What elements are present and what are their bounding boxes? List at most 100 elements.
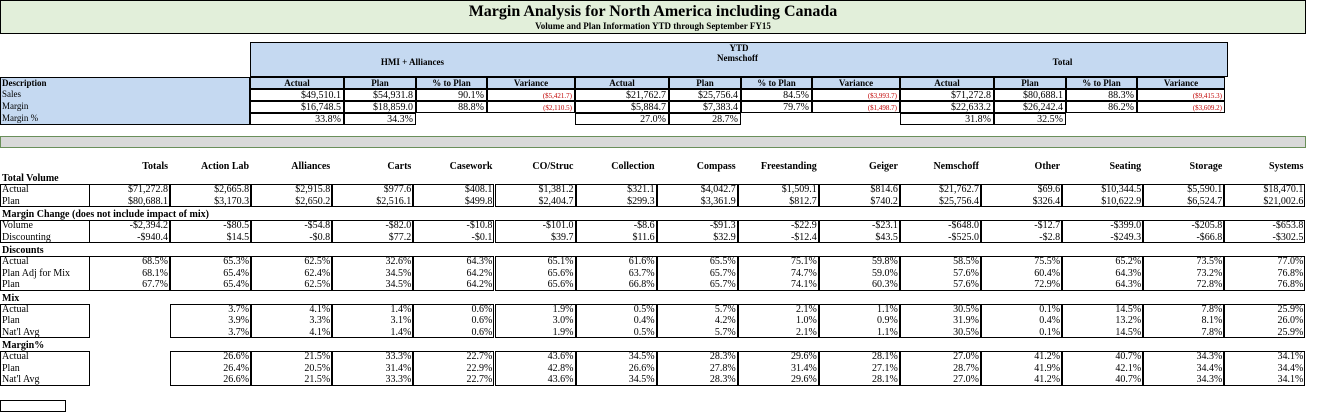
section-box: [332, 351, 414, 386]
detail-cell: 14.5%: [1115, 326, 1142, 338]
detail-cell: 3.1%: [390, 315, 412, 326]
detail-cell: 0.6%: [471, 303, 493, 315]
section-box: [737, 220, 819, 243]
section-box: [1062, 351, 1144, 386]
detail-cell: -$82.0: [385, 220, 412, 231]
detail-cell: 62.5%: [304, 279, 331, 290]
summary-cell: ($9,415.3): [1137, 89, 1225, 101]
detail-cell: $1,509.1: [781, 184, 817, 195]
detail-cell: 34.5%: [628, 374, 655, 385]
section-box: [170, 220, 252, 243]
detail-cell: -$0.8: [309, 231, 331, 243]
detail-cell: -$101.0: [542, 220, 574, 231]
detail-cell: 72.8%: [1196, 279, 1223, 290]
empty-cell: [0, 400, 66, 412]
row-label: Margin: [2, 101, 29, 111]
summary-cell: [741, 113, 812, 125]
detail-cell: 64.3%: [1115, 267, 1142, 279]
detail-cell: 74.7%: [790, 267, 817, 279]
detail-cell: $321.1: [627, 184, 655, 195]
detail-cell: 58.5%: [953, 256, 979, 267]
detail-cell: 41.2%: [1034, 351, 1061, 362]
detail-cell: $25,756.4: [939, 195, 979, 207]
detail-cell: 0.1%: [1039, 326, 1061, 338]
column-header: % to Plan: [416, 77, 487, 89]
summary-cell: $5,884.7: [575, 101, 669, 113]
section-box: [575, 184, 657, 207]
section-box: [170, 351, 252, 386]
group-header: HMI + Alliances: [380, 57, 445, 67]
detail-cell: 0.9%: [877, 315, 898, 326]
detail-cell: $11.6: [632, 231, 655, 243]
row-label: Actual: [2, 351, 29, 362]
detail-cell: 65.7%: [709, 279, 736, 290]
detail-cell: 34.4%: [1196, 362, 1223, 374]
detail-cell: $2,665.8: [214, 184, 250, 195]
detail-cell: 64.3%: [1115, 279, 1142, 290]
detail-cell: 64.3%: [466, 256, 493, 267]
detail-cell: 62.4%: [304, 267, 331, 279]
detail-cell: $408.1: [464, 184, 493, 195]
summary-cell: 27.0%: [575, 113, 669, 125]
detail-cell: 42.1%: [1115, 362, 1142, 374]
detail-cell: 74.1%: [790, 279, 817, 290]
detail-cell: 65.4%: [223, 267, 250, 279]
detail-cell: 0.5%: [633, 303, 655, 315]
section-box: [981, 220, 1063, 243]
section-box: [1224, 220, 1306, 243]
summary-cell: $21,762.7: [575, 89, 669, 101]
detail-cell: 34.1%: [1277, 374, 1304, 385]
detail-cell: -$302.5: [1272, 231, 1304, 243]
section-box: [981, 303, 1063, 338]
detail-cell: 41.9%: [1034, 362, 1061, 374]
description-header-box: [0, 77, 250, 125]
section-box: [332, 184, 414, 207]
section-box: [900, 220, 981, 243]
detail-cell: -$10.8: [466, 220, 493, 231]
column-header: Collection: [611, 161, 655, 172]
section-label-box: [0, 303, 90, 338]
detail-cell: 0.6%: [471, 315, 493, 326]
section-box: [413, 220, 495, 243]
detail-cell: 43.6%: [547, 351, 574, 362]
detail-cell: 65.4%: [223, 279, 250, 290]
section-label-box: [0, 351, 90, 386]
section-title: Mix: [2, 292, 20, 304]
column-header: Nemschoff: [933, 161, 979, 172]
detail-cell: 34.1%: [1277, 351, 1304, 362]
detail-cell: 65.1%: [547, 256, 574, 267]
section-box: [1062, 220, 1144, 243]
row-label: Actual: [2, 303, 29, 315]
detail-cell: 26.6%: [223, 374, 250, 385]
section-box: [737, 256, 819, 291]
detail-cell: 21.5%: [304, 374, 331, 385]
section-label-box: [0, 184, 90, 207]
section-box: [981, 351, 1063, 386]
detail-cell: $43.5: [875, 231, 898, 243]
summary-cell: 32.5%: [994, 113, 1066, 125]
detail-cell: 72.9%: [1034, 279, 1061, 290]
summary-cell: 88.3%: [1066, 89, 1137, 101]
row-label: Plan: [2, 315, 20, 326]
section-box: [1143, 351, 1225, 386]
detail-cell: $69.6: [1037, 184, 1061, 195]
detail-cell: 1.4%: [390, 303, 412, 315]
detail-cell: 59.8%: [872, 256, 898, 267]
detail-cell: 27.1%: [872, 362, 898, 374]
section-box: [494, 184, 576, 207]
detail-cell: 75.1%: [790, 256, 817, 267]
detail-cell: 31.4%: [385, 362, 412, 374]
detail-cell: $740.2: [870, 195, 898, 207]
header-box: [250, 42, 1228, 77]
detail-cell: -$940.4: [137, 231, 168, 243]
detail-cell: 62.5%: [304, 256, 331, 267]
detail-cell: 42.8%: [547, 362, 574, 374]
row-label: Volume: [2, 220, 33, 231]
detail-cell: 34.4%: [1277, 362, 1304, 374]
section-title: Total Volume: [2, 173, 59, 184]
section-title: Margin Change (does not include impact o…: [2, 209, 209, 220]
column-header: Variance: [812, 77, 900, 89]
section-box: [1062, 303, 1144, 338]
column-header: Compass: [696, 161, 736, 172]
detail-cell: $21,002.6: [1263, 195, 1304, 207]
